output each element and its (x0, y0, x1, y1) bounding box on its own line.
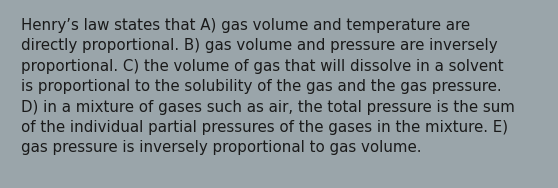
Text: Henry’s law states that A) gas volume and temperature are
directly proportional.: Henry’s law states that A) gas volume an… (21, 18, 515, 155)
